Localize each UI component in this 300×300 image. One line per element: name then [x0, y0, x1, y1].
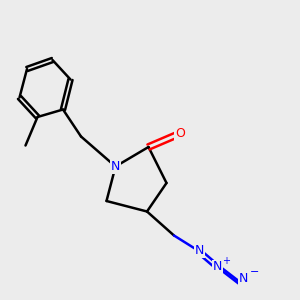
Text: N: N — [195, 244, 204, 257]
Text: N: N — [238, 272, 248, 286]
Text: +: + — [223, 256, 230, 266]
Text: O: O — [175, 127, 185, 140]
Text: N: N — [111, 160, 120, 173]
Text: N: N — [213, 260, 222, 274]
Text: −: − — [250, 267, 260, 277]
